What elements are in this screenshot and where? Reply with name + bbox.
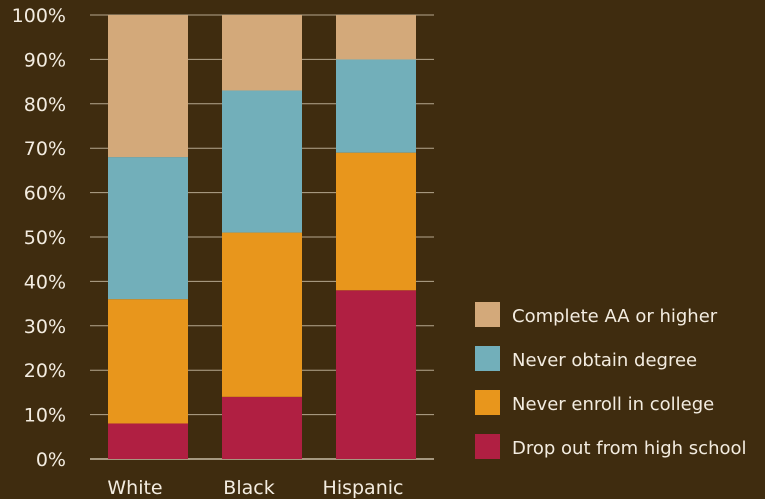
y-axis-ticks: 0% 10% 20% 30% 40% 50% 60% 70% 80% 90% 100% [12, 5, 66, 471]
x-category-label: White [107, 477, 162, 499]
y-tick-label: 30% [24, 316, 66, 338]
bar-segment [108, 423, 188, 459]
y-tick-label: 80% [24, 94, 66, 116]
legend-swatch [475, 346, 500, 371]
x-axis-labels: White Black Hispanic [107, 477, 403, 499]
bar-segment [108, 299, 188, 424]
y-tick-label: 90% [24, 49, 66, 71]
y-tick-label: 50% [24, 227, 66, 249]
legend-swatch [475, 434, 500, 459]
bar-segment [222, 232, 302, 397]
y-tick-label: 0% [36, 449, 66, 471]
bars [108, 15, 416, 459]
y-tick-label: 60% [24, 183, 66, 205]
bar-segment [222, 396, 302, 459]
legend: Complete AA or higher Never obtain degree… [475, 302, 747, 459]
legend-swatch [475, 302, 500, 327]
bar-segment [222, 90, 302, 233]
y-tick-label: 20% [24, 360, 66, 382]
legend-label: Drop out from high school [512, 438, 747, 459]
x-category-label: Hispanic [323, 477, 404, 499]
legend-label: Never obtain degree [512, 350, 697, 371]
bar-segment [336, 290, 416, 459]
y-tick-label: 10% [24, 405, 66, 427]
x-category-label: Black [223, 477, 274, 499]
legend-swatch [475, 390, 500, 415]
bar-segment [222, 15, 302, 91]
legend-label: Complete AA or higher [512, 306, 718, 327]
bar-segment [336, 15, 416, 60]
bar-segment [336, 152, 416, 291]
y-tick-label: 70% [24, 138, 66, 160]
y-tick-label: 40% [24, 271, 66, 293]
legend-label: Never enroll in college [512, 394, 714, 415]
y-tick-label: 100% [12, 5, 66, 27]
bar-segment [108, 15, 188, 158]
bar-segment [336, 59, 416, 153]
bar-segment [108, 157, 188, 300]
